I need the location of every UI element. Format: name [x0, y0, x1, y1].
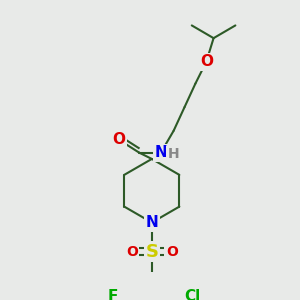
Text: N: N	[146, 215, 158, 230]
Text: H: H	[168, 147, 179, 161]
Text: O: O	[126, 244, 138, 259]
Text: N: N	[154, 145, 167, 160]
Text: O: O	[166, 244, 178, 259]
Text: O: O	[200, 54, 213, 69]
Text: Cl: Cl	[184, 289, 201, 300]
Text: S: S	[145, 243, 158, 261]
Text: O: O	[112, 132, 126, 147]
Text: F: F	[108, 289, 118, 300]
